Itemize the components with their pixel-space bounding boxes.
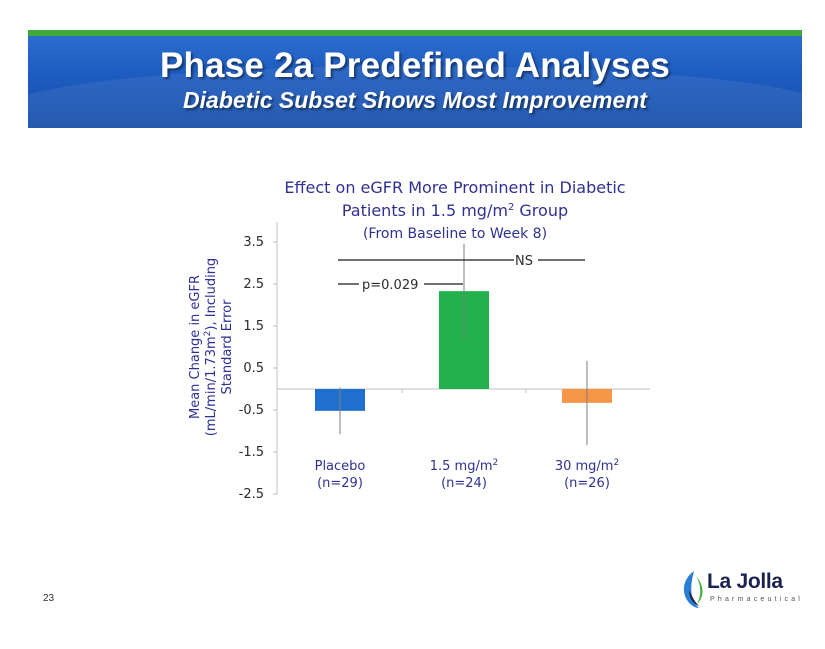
y-tick-label: 0.5 [243, 361, 264, 376]
y-tick-label: -0.5 [239, 403, 264, 418]
category-n-3: (n=26) [564, 476, 610, 491]
y-axis-label-line2: (mL/min/1.73m2), Including [203, 258, 219, 436]
ns-label: NS [515, 254, 533, 269]
chart-subtitle: (From Baseline to Week 8) [363, 226, 547, 242]
category-labels: Placebo (n=29) 1.5 mg/m2 (n=24) 30 mg/m2 (n=2… [315, 458, 620, 491]
banner-green-stripe [28, 30, 802, 36]
category-n-2: (n=24) [441, 476, 487, 491]
logo-wordmark: La Jolla [707, 570, 783, 593]
y-tick-label: -1.5 [239, 445, 264, 460]
category-n-1: (n=29) [317, 476, 363, 491]
page-number: 23 [43, 593, 55, 604]
y-tick-label: 3.5 [243, 235, 264, 250]
category-label-3: 30 mg/m2 [555, 458, 619, 474]
slide-title: Phase 2a Predefined Analyses [159, 46, 671, 85]
category-label-2: 1.5 mg/m2 [430, 458, 499, 474]
slide-subtitle: Diabetic Subset Shows Most Improvement [183, 87, 647, 113]
title-banner: Phase 2a Predefined Analyses Diabetic Su… [28, 30, 802, 128]
y-tick-label: -2.5 [239, 487, 264, 502]
y-axis-label-line1: Mean Change in eGFR [188, 275, 203, 419]
logo-wave-icon [683, 571, 703, 608]
y-tick-label: 2.5 [243, 277, 264, 292]
category-label-1: Placebo [315, 459, 366, 474]
chart-title-line2: Patients in 1.5 mg/m2 Group [342, 201, 568, 220]
y-axis-label-line3: Standard Error [220, 299, 235, 395]
p-value-label: p=0.029 [362, 278, 418, 293]
chart-title-line1: Effect on eGFR More Prominent in Diabeti… [284, 178, 625, 197]
y-axis-label: Mean Change in eGFR (mL/min/1.73m2), Inc… [188, 258, 235, 436]
logo-tagline: Pharmaceutical [710, 596, 804, 603]
ns-annotation: NS [338, 254, 585, 269]
y-ticks: 3.5 2.5 1.5 0.5 -0.5 -1.5 -2.5 [239, 235, 527, 502]
la-jolla-logo: La Jolla Pharmaceutical [677, 568, 800, 612]
p-value-annotation: p=0.029 [338, 278, 463, 293]
y-tick-label: 1.5 [243, 319, 264, 334]
banner-glow [28, 66, 802, 128]
